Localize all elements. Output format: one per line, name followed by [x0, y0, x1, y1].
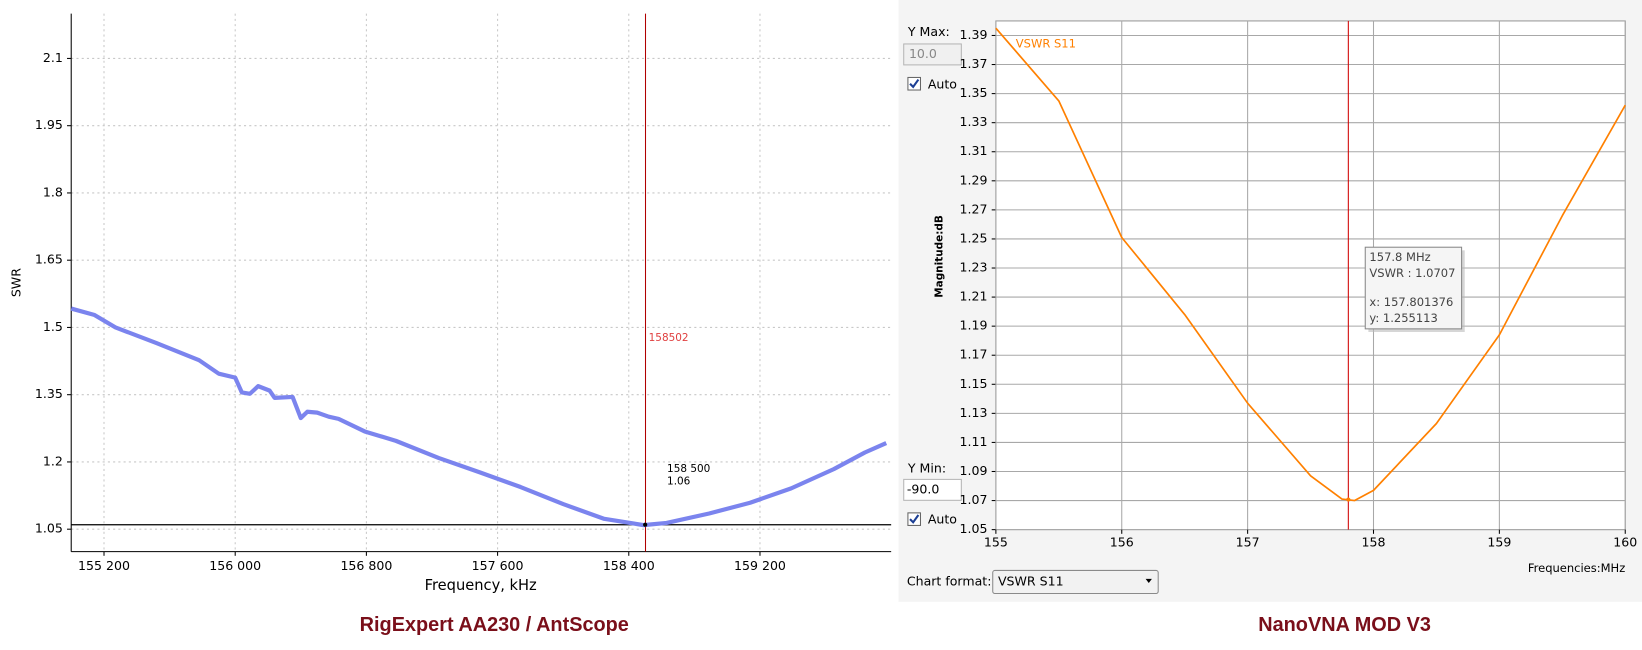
x-axis-label: Frequencies:MHz — [1528, 561, 1625, 575]
y-tick-label: 1.5 — [43, 319, 63, 334]
y-tick-label: 1.27 — [960, 201, 988, 216]
x-tick-label: 157 600 — [472, 558, 524, 573]
cursor-point — [1346, 497, 1351, 502]
y-tick-label: 1.05 — [960, 521, 988, 536]
y-tick-label: 1.19 — [960, 318, 988, 333]
y-tick-label: 1.17 — [960, 347, 988, 362]
y-tick-label: 1.35 — [960, 85, 988, 100]
y-tick-label: 1.25 — [960, 230, 988, 245]
x-tick-label: 158 — [1362, 535, 1386, 550]
y-tick-label: 1.09 — [960, 463, 988, 478]
tooltip-text: VSWR : 1.0707 — [1369, 266, 1455, 280]
x-tick-label: 159 — [1487, 535, 1511, 550]
y-tick-label: 1.95 — [35, 117, 63, 132]
y-max-label: Y Max: — [907, 24, 950, 39]
tooltip-text: y: 1.255113 — [1369, 311, 1437, 325]
x-axis-label: Frequency, kHz — [425, 577, 537, 594]
y-tick-label: 1.05 — [35, 521, 63, 536]
y-tick-label: 1.13 — [960, 405, 988, 420]
y-tick-label: 1.8 — [43, 184, 63, 199]
y-tick-label: 1.39 — [960, 27, 988, 42]
y-tick-label: 2.1 — [43, 50, 63, 65]
y-max-value: 10.0 — [909, 46, 937, 61]
x-tick-label: 157 — [1236, 535, 1260, 550]
tooltip — [1364, 246, 1463, 330]
x-tick-label: 156 000 — [209, 558, 261, 573]
dropdown-arrow — [1145, 578, 1152, 584]
auto-label: Auto — [928, 512, 957, 527]
y-tick-label: 1.21 — [960, 289, 988, 304]
auto-label: Auto — [928, 76, 957, 91]
y-tick-label: 1.23 — [960, 260, 988, 275]
caption: RigExpert AA230 / AntScope — [360, 614, 629, 636]
point-y-label: 1.06 — [667, 475, 690, 487]
series-line — [70, 306, 888, 528]
y-tick-label: 1.31 — [960, 143, 988, 158]
y-axis-label: Magnitude:dB — [933, 215, 945, 298]
x-tick-label: 156 800 — [340, 558, 392, 573]
x-tick-label: 160 — [1613, 535, 1637, 550]
y-tick-label: 1.35 — [35, 386, 63, 401]
x-tick-label: 156 — [1110, 535, 1134, 550]
y-tick-label: 1.65 — [35, 252, 63, 267]
y-tick-label: 1.29 — [960, 172, 988, 187]
y-min-value: -90.0 — [907, 481, 939, 496]
x-tick-label: 155 — [984, 535, 1008, 550]
y-tick-label: 1.07 — [960, 492, 988, 507]
y-tick-label: 1.37 — [960, 56, 988, 71]
chart-format-label: Chart format: — [907, 573, 992, 588]
y-max-spinbox[interactable] — [903, 43, 962, 66]
series-line — [995, 27, 1626, 502]
tooltip-text: 157.8 MHz — [1369, 250, 1430, 264]
chart-format-dropdown[interactable] — [992, 569, 1159, 595]
chart-format-value: VSWR S11 — [998, 573, 1064, 588]
x-tick-label: 159 200 — [734, 558, 786, 573]
point-x-label: 158 500 — [667, 463, 710, 475]
tooltip-text: x: 157.801376 — [1369, 295, 1453, 309]
y-min-label: Y Min: — [907, 460, 946, 475]
point-marker — [643, 522, 648, 527]
x-tick-label: 158 400 — [603, 558, 655, 573]
y-tick-label: 1.33 — [960, 114, 988, 129]
legend-label: VSWR S11 — [1016, 36, 1076, 50]
checkmark — [909, 514, 920, 524]
caption: NanoVNA MOD V3 — [1258, 614, 1431, 636]
checkmark — [909, 78, 920, 89]
y-min-spinbox[interactable] — [903, 478, 962, 501]
y-tick-label: 1.11 — [960, 434, 988, 449]
y-tick-label: 1.15 — [960, 376, 988, 391]
y-axis-label: SWR — [8, 268, 23, 297]
plot-area — [995, 20, 1626, 531]
marker-label: 158502 — [649, 332, 689, 344]
y-tick-label: 1.2 — [43, 453, 63, 468]
x-tick-label: 155 200 — [78, 558, 130, 573]
